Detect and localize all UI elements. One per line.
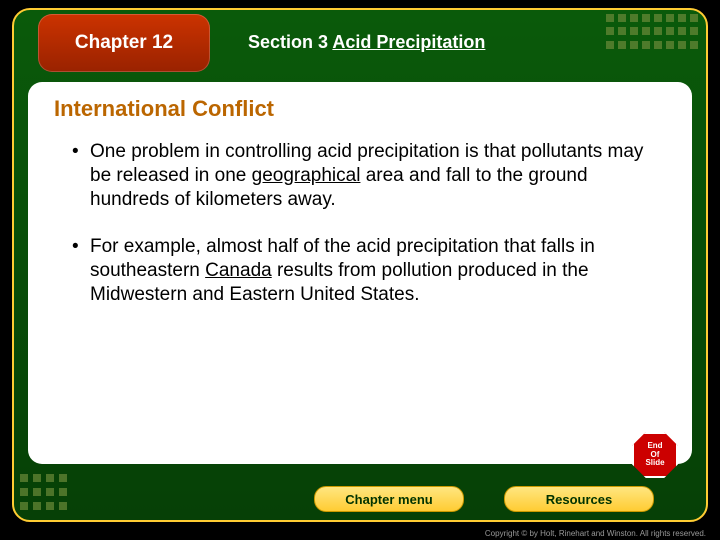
slide-frame: Chapter 12 Section 3 Acid Precipitation … — [12, 8, 708, 522]
end-slide-line3: Slide — [645, 459, 664, 468]
end-of-slide-button[interactable]: End Of Slide — [632, 432, 678, 478]
underlined-term: geographical — [252, 165, 361, 186]
bullet-item: One problem in controlling acid precipit… — [72, 140, 666, 211]
decor-grid-top — [606, 10, 706, 52]
section-topic: Acid Precipitation — [332, 32, 485, 52]
underlined-term: Canada — [205, 260, 272, 281]
bullet-item: For example, almost half of the acid pre… — [72, 235, 666, 306]
content-panel: International Conflict One problem in co… — [28, 82, 692, 464]
slide-heading: International Conflict — [54, 96, 666, 122]
copyright-text: Copyright © by Holt, Rinehart and Winsto… — [485, 529, 706, 538]
decor-grid-bottom — [20, 474, 70, 514]
section-title: Section 3 Acid Precipitation — [248, 32, 485, 53]
top-bar: Chapter 12 Section 3 Acid Precipitation — [14, 10, 706, 78]
resources-button[interactable]: Resources — [504, 486, 654, 512]
bottom-bar: End Of Slide Chapter menu Resources — [14, 464, 706, 520]
bullet-list: One problem in controlling acid precipit… — [54, 140, 666, 307]
chapter-badge: Chapter 12 — [38, 14, 210, 72]
chapter-menu-button[interactable]: Chapter menu — [314, 486, 464, 512]
section-prefix: Section 3 — [248, 32, 332, 52]
